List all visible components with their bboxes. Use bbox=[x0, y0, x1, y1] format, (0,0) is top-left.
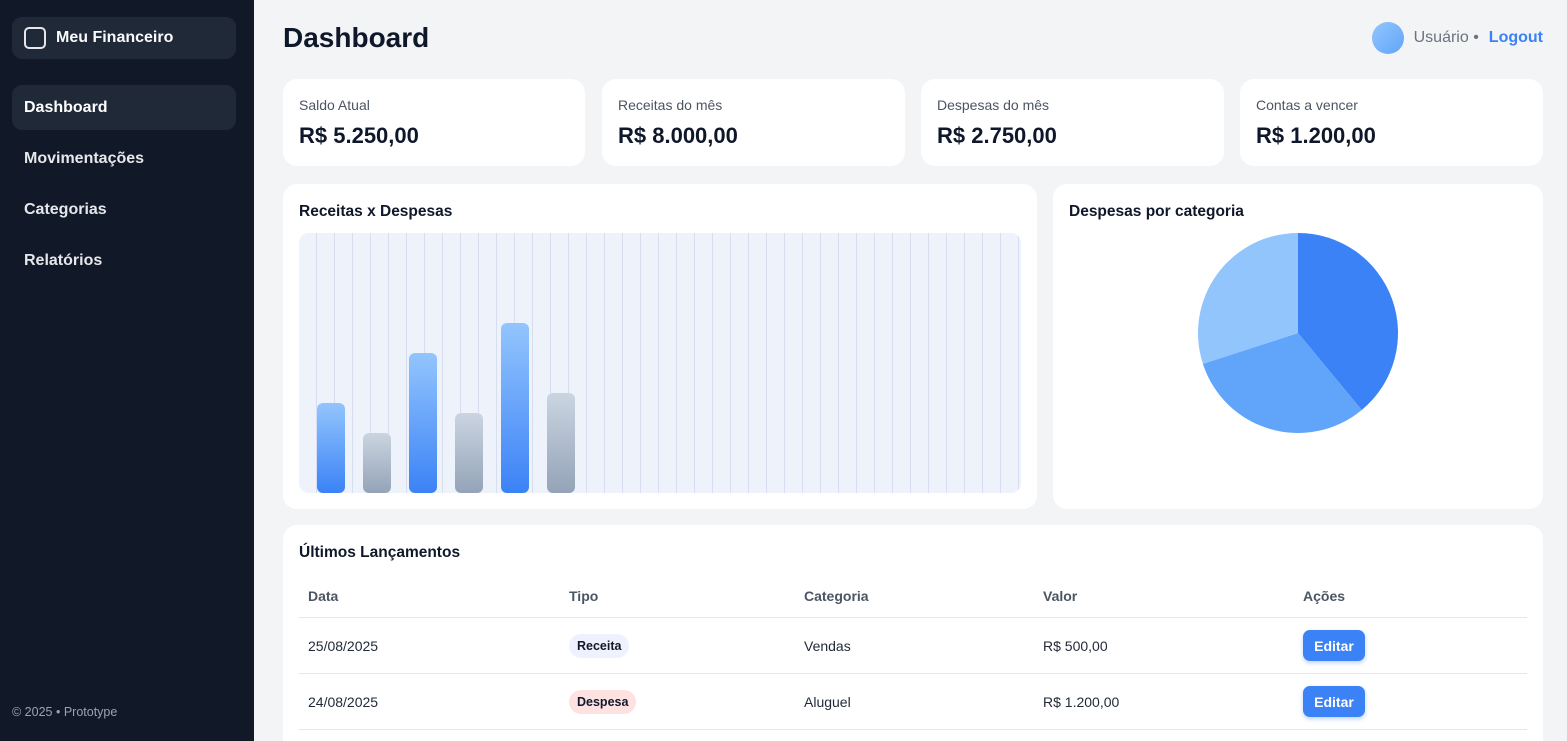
column-header-tipo: Tipo bbox=[569, 588, 599, 604]
kpi-value: R$ 2.750,00 bbox=[937, 123, 1057, 148]
kpi-label: Despesas do mês bbox=[937, 97, 1050, 113]
pie-chart-card: Despesas por categoria bbox=[1053, 184, 1543, 509]
cell-data: 24/08/2025 bbox=[308, 694, 379, 710]
user-bar: Usuário • Logout bbox=[1371, 22, 1543, 54]
sidebar-nav: Dashboard Movimentações Categorias Relat… bbox=[12, 85, 236, 289]
logout-link[interactable]: Logout bbox=[1488, 29, 1543, 46]
pie-slice-1 bbox=[1202, 333, 1362, 433]
bar-receita-0 bbox=[317, 403, 345, 493]
column-header-data: Data bbox=[308, 588, 339, 604]
sidebar-item-relatorios[interactable]: Relatórios bbox=[24, 251, 103, 269]
avatar[interactable] bbox=[1371, 22, 1404, 54]
bar-chart bbox=[317, 323, 575, 493]
sidebar-item-categorias[interactable]: Categorias bbox=[24, 200, 107, 218]
pie-chart bbox=[1198, 233, 1398, 433]
sidebar-item-movimentacoes[interactable]: Movimentações bbox=[24, 149, 145, 167]
edit-button[interactable]: Editar bbox=[1303, 686, 1365, 717]
user-name: Usuário • bbox=[1413, 29, 1479, 46]
status-badge: Despesa bbox=[569, 690, 637, 714]
kpi-card-receitas: Receitas do mês R$ 8.000,00 bbox=[602, 79, 905, 166]
column-header-categoria: Categoria bbox=[804, 588, 869, 604]
latest-entries-card: Últimos Lançamentos Data Tipo Categoria … bbox=[283, 525, 1543, 741]
edit-button[interactable]: Editar bbox=[1303, 630, 1365, 661]
kpi-card-contas: Contas a vencer R$ 1.200,00 bbox=[1240, 79, 1543, 166]
bar-despesa-1 bbox=[363, 433, 391, 493]
bar-despesa-5 bbox=[547, 393, 575, 493]
kpi-label: Saldo Atual bbox=[299, 97, 370, 113]
bar-despesa-3 bbox=[455, 413, 483, 493]
table-title: Últimos Lançamentos bbox=[299, 544, 461, 561]
cell-valor: R$ 1.200,00 bbox=[1043, 694, 1120, 710]
pie-chart-title: Despesas por categoria bbox=[1069, 203, 1244, 220]
sidebar-footer: © 2025 • Prototype bbox=[12, 705, 118, 719]
bar-chart-area bbox=[299, 233, 1021, 493]
kpi-value: R$ 1.200,00 bbox=[1256, 123, 1376, 148]
pie-slice-0 bbox=[1298, 233, 1398, 411]
column-header-acoes: Ações bbox=[1303, 588, 1346, 604]
header-divider bbox=[299, 617, 1527, 618]
brand-title: Meu Financeiro bbox=[56, 29, 174, 46]
column-header-valor: Valor bbox=[1043, 588, 1078, 604]
bar-receita-4 bbox=[501, 323, 529, 493]
pie-slice-2 bbox=[1198, 233, 1298, 364]
cell-data: 25/08/2025 bbox=[308, 638, 379, 654]
cell-valor: R$ 500,00 bbox=[1043, 638, 1108, 654]
kpi-value: R$ 8.000,00 bbox=[618, 123, 738, 148]
kpi-label: Contas a vencer bbox=[1256, 97, 1358, 113]
kpi-card-despesas: Despesas do mês R$ 2.750,00 bbox=[921, 79, 1224, 166]
kpi-card-saldo: Saldo Atual R$ 5.250,00 bbox=[283, 79, 585, 166]
bar-receita-2 bbox=[409, 353, 437, 493]
table-row: 25/08/2025 Receita Vendas R$ 500,00 Edit… bbox=[299, 618, 1527, 674]
sidebar: Meu Financeiro Dashboard Movimentações C… bbox=[0, 0, 254, 741]
kpi-label: Receitas do mês bbox=[618, 97, 723, 113]
brand[interactable]: Meu Financeiro bbox=[12, 17, 236, 59]
bar-chart-title: Receitas x Despesas bbox=[299, 203, 453, 220]
table-row: 24/08/2025 Despesa Aluguel R$ 1.200,00 E… bbox=[299, 674, 1527, 730]
bar-chart-card: Receitas x Despesas bbox=[283, 184, 1037, 509]
brand-logo-icon bbox=[24, 27, 46, 49]
status-badge: Receita bbox=[569, 634, 630, 658]
page-title: Dashboard bbox=[283, 22, 430, 53]
cell-categoria: Aluguel bbox=[804, 694, 851, 710]
sidebar-item-dashboard[interactable]: Dashboard bbox=[12, 85, 236, 130]
kpi-value: R$ 5.250,00 bbox=[299, 123, 419, 148]
cell-categoria: Vendas bbox=[804, 638, 851, 654]
